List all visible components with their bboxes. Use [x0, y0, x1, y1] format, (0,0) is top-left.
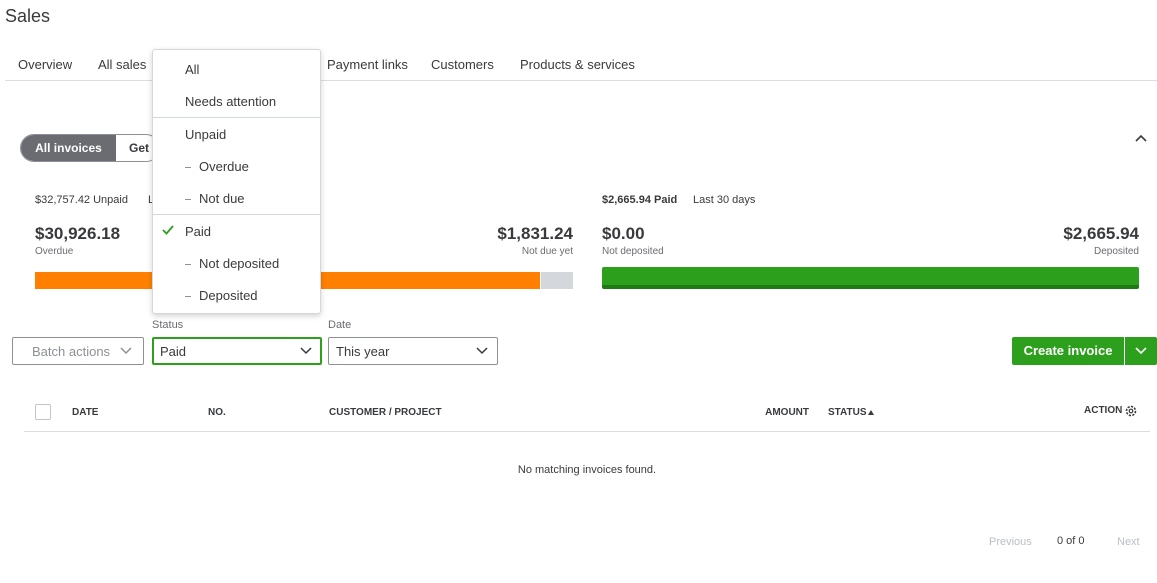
page-title: Sales	[5, 6, 51, 26]
amount-label: Not deposited	[602, 246, 664, 257]
page-count: 0 of 0	[1057, 535, 1085, 547]
view-toggle: All invoices Get	[20, 134, 160, 162]
menu-item[interactable]: Paid	[185, 224, 212, 239]
next-button[interactable]: Next	[1117, 536, 1140, 548]
indent-dash	[185, 296, 191, 297]
amount: $0.00	[602, 224, 645, 243]
create-menu-button[interactable]	[1125, 337, 1157, 365]
amount: $2,665.94	[1063, 224, 1139, 243]
chevron	[120, 347, 132, 355]
chevron	[476, 347, 488, 355]
not-due-bar	[541, 272, 573, 289]
tab[interactable]: Payment links	[327, 57, 408, 72]
column-header[interactable]: NO.	[208, 407, 226, 418]
column-header: ACTION	[1084, 405, 1123, 416]
empty-message: No matching invoices found.	[517, 464, 657, 476]
date-label: Date	[328, 319, 352, 331]
amount-label: Overdue	[35, 246, 74, 257]
toggle-button[interactable]: Get	[129, 141, 150, 155]
menu-item[interactable]: Needs attention	[185, 94, 277, 109]
menu-item[interactable]: All	[185, 62, 200, 77]
menu-item[interactable]: Deposited	[199, 288, 258, 303]
deposited-bar	[602, 267, 1139, 289]
column-header[interactable]: STATUS	[828, 407, 867, 418]
column-header[interactable]: DATE	[72, 407, 99, 418]
status-select[interactable]: Paid	[152, 337, 322, 365]
amount: $1,831.24	[497, 224, 573, 243]
sort-icon	[868, 410, 874, 415]
indent-dash	[185, 167, 191, 168]
chevron	[1135, 347, 1147, 355]
date-value: This year	[336, 344, 390, 359]
menu-item[interactable]: Not due	[199, 191, 245, 206]
amount: $30,926.18	[35, 224, 121, 243]
status-menu	[152, 49, 321, 314]
date-select[interactable]: This year	[328, 337, 498, 365]
menu-item[interactable]: Unpaid	[185, 127, 227, 142]
amount-label: Deposited	[1093, 246, 1139, 257]
previous-button[interactable]: Previous	[989, 536, 1032, 548]
status-label: Status	[152, 319, 184, 331]
tab[interactable]: All sales	[98, 57, 147, 72]
tab[interactable]: Customers	[431, 57, 494, 72]
tab[interactable]: Products & services	[520, 57, 635, 72]
table-divider	[24, 431, 1150, 432]
unpaid-period: L	[148, 194, 154, 206]
column-header[interactable]: AMOUNT	[765, 407, 809, 418]
paid-period: Last 30 days	[693, 194, 756, 206]
tab[interactable]: Overview	[18, 57, 73, 72]
unpaid-summary: $32,757.42 Unpaid	[35, 194, 128, 206]
check-icon	[162, 225, 174, 235]
toggle-button[interactable]: All invoices	[21, 135, 116, 161]
collapse-icon[interactable]	[1134, 133, 1148, 143]
menu-item[interactable]: Not deposited	[199, 256, 280, 271]
menu-separator	[152, 117, 321, 118]
tab-divider	[5, 80, 1157, 81]
batch-actions-label: Batch actions	[32, 344, 111, 359]
indent-dash	[185, 264, 191, 265]
menu-item[interactable]: Overdue	[199, 159, 249, 174]
batch-actions[interactable]: Batch actions	[12, 337, 144, 365]
menu-separator	[152, 214, 321, 215]
amount-label: Not due yet	[521, 246, 573, 257]
settings-icon[interactable]	[1124, 404, 1138, 418]
create-invoice-button[interactable]: Create invoice	[1012, 337, 1124, 365]
paid-summary: $2,665.94 Paid	[602, 194, 678, 206]
indent-dash	[185, 199, 191, 200]
chevron	[300, 347, 312, 355]
select-all-checkbox[interactable]	[35, 404, 51, 420]
status-value: Paid	[160, 344, 187, 359]
column-header[interactable]: CUSTOMER / PROJECT	[329, 407, 442, 418]
